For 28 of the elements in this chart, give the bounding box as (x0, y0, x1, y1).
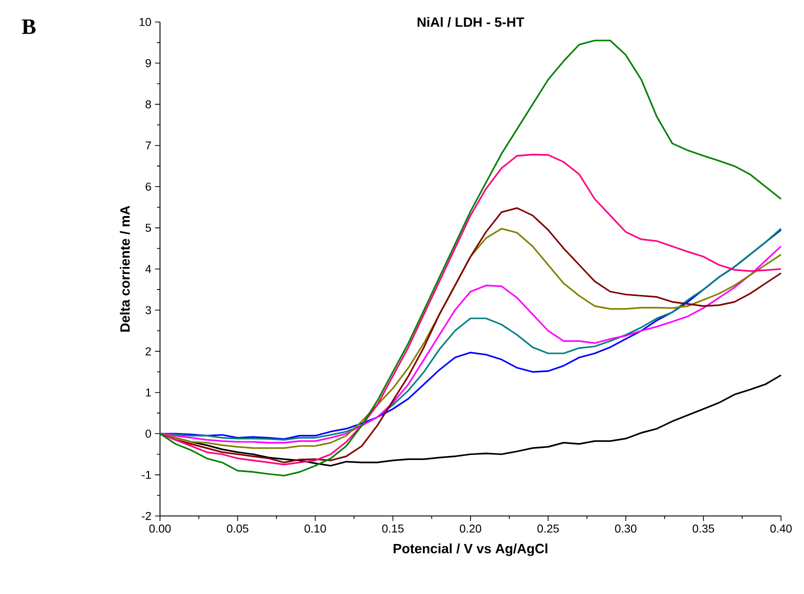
x-axis-title: Potencial / V vs Ag/AgCl (394, 543, 548, 556)
y-tick-label: 10 (140, 18, 152, 26)
x-tick-label: 0.20 (460, 524, 482, 533)
y-tick-label: 1 (146, 388, 151, 396)
y-tick-label: 6 (146, 182, 151, 191)
y-tick-label: 4 (145, 265, 152, 273)
y-tick-label: 9 (146, 59, 151, 68)
x-tick-label: 0.25 (537, 524, 559, 533)
y-tick-label: 8 (146, 100, 151, 108)
text: B (22, 19, 36, 34)
y-tick-label: -1 (142, 470, 151, 479)
x-tick-label: 0.10 (304, 524, 326, 533)
y-axis-title: Delta corriente / mA (120, 206, 130, 332)
x-tick-label: 0.15 (382, 524, 404, 533)
x-tick-label: 0.40 (770, 524, 792, 533)
y-tick-label: -2 (142, 512, 151, 520)
y-tick-label: 7 (146, 142, 151, 150)
chart-title: NiAl / LDH - 5-HT (418, 17, 524, 28)
line-series (159, 154, 782, 466)
x-tick-label: 0.05 (226, 524, 248, 533)
y-tick-label: 3 (146, 306, 151, 314)
y-tick-label: 2 (146, 347, 151, 356)
x-tick-label: 0.35 (692, 524, 714, 533)
x-tick-label: 0.00 (149, 524, 171, 533)
x-tick-label: 0.30 (615, 524, 636, 533)
y-tick-label: 0 (146, 430, 152, 438)
line-series (159, 40, 782, 476)
y-tick-label: 5 (146, 224, 152, 232)
